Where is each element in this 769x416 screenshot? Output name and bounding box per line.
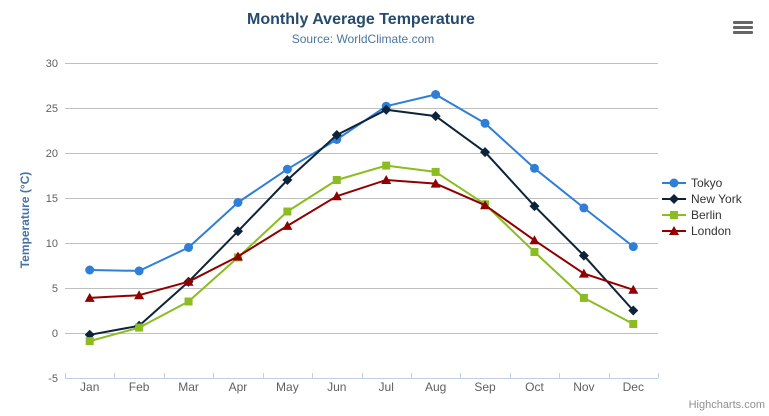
- marker-berlin-feb[interactable]: [135, 323, 144, 332]
- marker-tokyo-nov[interactable]: [579, 203, 589, 213]
- marker-london-feb[interactable]: [134, 290, 145, 300]
- marker-new-york-dec[interactable]: [628, 305, 639, 316]
- marker-london-jan[interactable]: [84, 292, 95, 302]
- series-line-london: [88, 179, 635, 299]
- legend-item-label: Berlin: [691, 208, 722, 222]
- marker-london-mar[interactable]: [183, 276, 194, 286]
- square-marker-icon: [662, 211, 686, 219]
- marker-berlin-mar[interactable]: [184, 297, 193, 306]
- x-axis-label: Aug: [425, 380, 446, 394]
- marker-new-york-aug[interactable]: [430, 111, 441, 122]
- marker-new-york-oct[interactable]: [529, 201, 540, 212]
- hamburger-icon: [733, 20, 753, 24]
- x-axis-label: May: [276, 380, 299, 394]
- diamond-marker-icon: [662, 194, 686, 204]
- chart-title: Monthly Average Temperature: [247, 11, 475, 28]
- legend-item-label: New York: [691, 192, 742, 206]
- marker-new-york-apr[interactable]: [232, 226, 243, 237]
- y-axis-label: 10: [46, 238, 58, 250]
- chart-subtitle: Source: WorldClimate.com: [291, 32, 435, 46]
- x-axis-label: Sep: [474, 380, 496, 394]
- marker-berlin-dec[interactable]: [629, 320, 638, 328]
- series-line-berlin: [88, 164, 635, 343]
- y-axis-label: 25: [46, 103, 58, 115]
- x-axis-label: Jan: [80, 380, 99, 394]
- marker-tokyo-jan[interactable]: [85, 265, 95, 275]
- x-axis-label: Jul: [379, 380, 394, 394]
- marker-tokyo-oct[interactable]: [529, 163, 539, 173]
- marker-new-york-sep[interactable]: [480, 147, 491, 158]
- marker-tokyo-dec[interactable]: [628, 242, 638, 252]
- marker-tokyo-may[interactable]: [282, 164, 292, 174]
- marker-tokyo-mar[interactable]: [184, 243, 194, 252]
- marker-berlin-jun[interactable]: [332, 176, 341, 184]
- y-axis-label: 15: [46, 193, 58, 205]
- marker-berlin-jul[interactable]: [382, 161, 391, 170]
- marker-new-york-jun[interactable]: [331, 130, 342, 140]
- legend-item-tokyo[interactable]: Tokyo: [662, 176, 742, 190]
- x-axis-label: Oct: [525, 380, 544, 394]
- marker-tokyo-sep[interactable]: [480, 118, 490, 128]
- marker-berlin-may[interactable]: [283, 207, 292, 216]
- marker-berlin-oct[interactable]: [530, 248, 539, 256]
- y-axis-label: 5: [52, 283, 58, 295]
- marker-new-york-nov[interactable]: [578, 250, 589, 261]
- legend-item-london[interactable]: London: [662, 224, 742, 238]
- legend-item-new-york[interactable]: New York: [662, 192, 742, 206]
- series-line-new-york: [88, 108, 635, 336]
- y-axis-label: 20: [46, 148, 58, 160]
- marker-berlin-jan[interactable]: [85, 337, 94, 346]
- marker-london-may[interactable]: [282, 220, 293, 230]
- marker-tokyo-feb[interactable]: [134, 266, 144, 276]
- y-axis-label: 30: [46, 58, 58, 70]
- marker-london-jun[interactable]: [331, 191, 342, 201]
- legend-item-label: Tokyo: [691, 176, 723, 190]
- y-axis-title: Temperature (°C): [18, 171, 32, 269]
- y-axis-label: -5: [48, 373, 58, 385]
- marker-london-aug[interactable]: [430, 178, 441, 188]
- x-axis-label: Dec: [623, 380, 644, 394]
- marker-new-york-jul[interactable]: [381, 104, 392, 115]
- marker-london-sep[interactable]: [480, 200, 491, 210]
- context-menu-button[interactable]: [731, 17, 755, 37]
- x-axis-label: Mar: [178, 380, 199, 394]
- triangle-marker-icon: [662, 226, 686, 235]
- marker-new-york-may[interactable]: [282, 175, 293, 185]
- marker-london-oct[interactable]: [529, 235, 540, 245]
- marker-tokyo-aug[interactable]: [431, 90, 441, 99]
- credits-link[interactable]: Highcharts.com: [688, 399, 765, 411]
- marker-london-nov[interactable]: [578, 268, 589, 278]
- marker-berlin-aug[interactable]: [431, 167, 440, 176]
- marker-london-dec[interactable]: [628, 284, 639, 294]
- x-axis-label: Apr: [229, 380, 248, 394]
- x-axis-label: Jun: [327, 380, 346, 394]
- circle-marker-icon: [662, 178, 686, 188]
- x-axis-label: Feb: [129, 380, 150, 394]
- marker-london-jul[interactable]: [381, 175, 392, 184]
- legend-item-berlin[interactable]: Berlin: [662, 208, 742, 222]
- legend-item-label: London: [691, 224, 732, 238]
- marker-berlin-nov[interactable]: [579, 293, 588, 302]
- marker-london-apr[interactable]: [232, 251, 243, 261]
- y-axis-label: 0: [52, 328, 58, 340]
- legend: Tokyo New York Berlin London: [662, 176, 742, 238]
- series-line-tokyo: [88, 93, 635, 272]
- x-axis-label: Nov: [573, 380, 594, 394]
- marker-tokyo-apr[interactable]: [233, 198, 243, 207]
